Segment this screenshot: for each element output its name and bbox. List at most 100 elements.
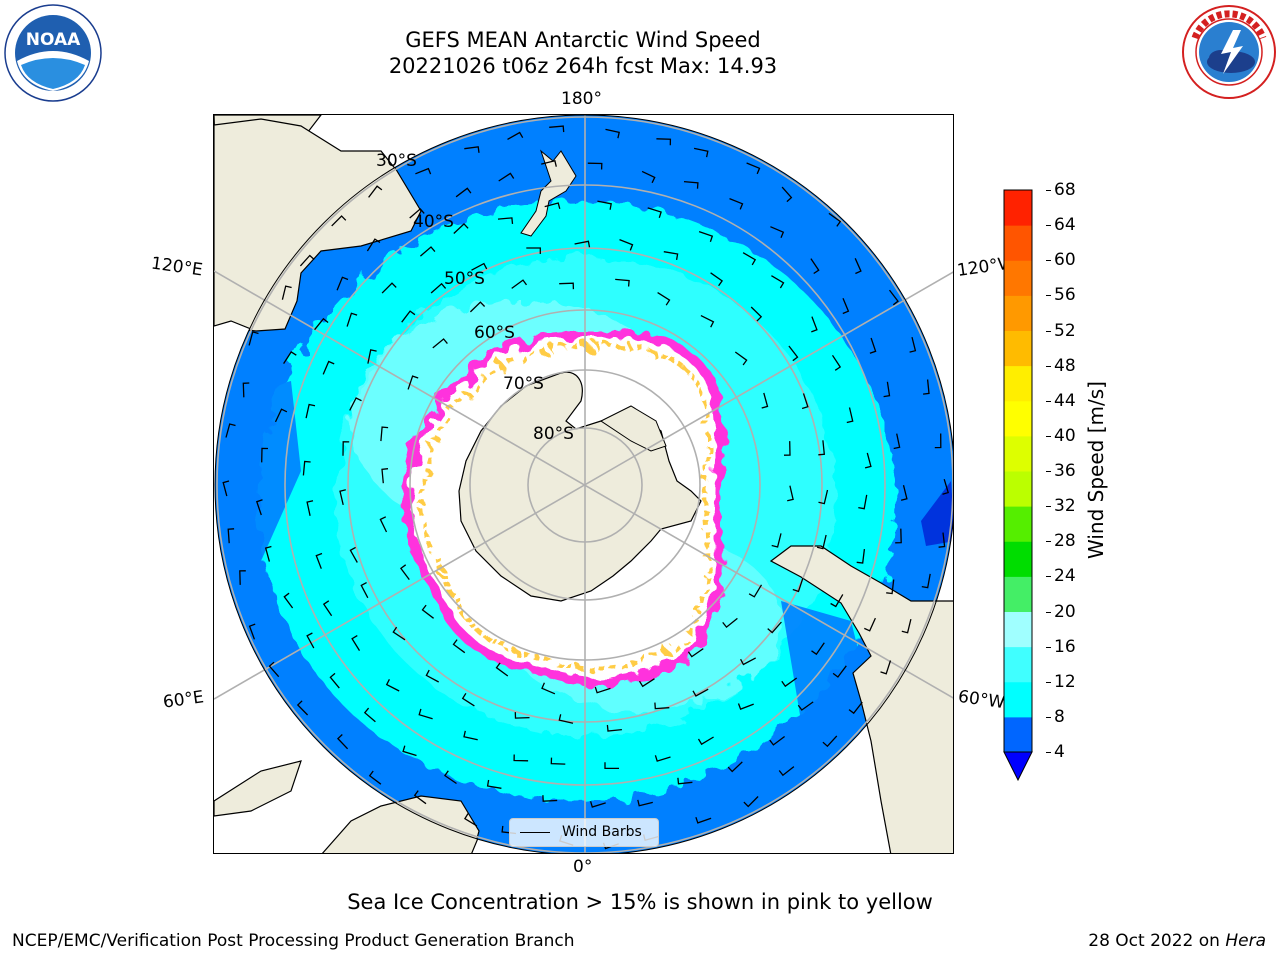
- wind-barb: [848, 701, 863, 715]
- lat-label-40s: 40°S: [413, 212, 454, 232]
- colorbar-tick-mark: [1046, 365, 1051, 367]
- wind-barb: [923, 379, 930, 395]
- legend-label: Wind Barbs: [562, 824, 642, 840]
- wind-barb: [864, 617, 876, 632]
- wind-barb: [380, 426, 389, 442]
- wind-barb: [695, 816, 712, 824]
- colorbar-tick-mark: [1046, 576, 1051, 578]
- colorbar-cell: [1004, 611, 1032, 648]
- wind-barb: [883, 381, 891, 398]
- wind-barb: [811, 316, 818, 333]
- wind-barb: [248, 623, 256, 640]
- wind-barb: [683, 180, 699, 189]
- colorbar-tick-label: 56: [1054, 285, 1076, 306]
- wind-barb: [367, 349, 377, 364]
- wind-barb: [638, 678, 655, 688]
- wind-barb: [513, 754, 529, 762]
- wind-barb: [315, 552, 323, 569]
- colorbar-tick-mark: [1046, 225, 1051, 227]
- wind-barb: [842, 298, 850, 315]
- wind-barb: [322, 360, 335, 375]
- wind-barb: [692, 688, 709, 697]
- wind-barb: [497, 217, 514, 224]
- wind-barb: [710, 272, 724, 287]
- wind-barb: [637, 799, 653, 807]
- wind-barb: [274, 408, 288, 423]
- colorbar-cell: [1004, 225, 1032, 261]
- wind-barb: [589, 801, 606, 808]
- wind-barb: [893, 433, 901, 450]
- wind-barb: [909, 336, 917, 353]
- wind-barb: [225, 423, 236, 438]
- wind-barb: [239, 570, 246, 585]
- wind-barb: [846, 407, 854, 424]
- chart-title: GEFS MEAN Antarctic Wind Speed: [405, 28, 761, 52]
- wind-barb: [360, 582, 369, 599]
- wind-barb: [331, 215, 347, 227]
- noaa-logo: NOAA: [4, 4, 102, 102]
- sea-ice-note: Sea Ice Concentration > 15% is shown in …: [347, 890, 933, 914]
- wind-barb: [264, 545, 272, 562]
- colorbar-tick-mark: [1046, 295, 1051, 297]
- wind-barb: [743, 796, 759, 808]
- wind-barb: [342, 441, 350, 456]
- wind-barb: [248, 331, 259, 346]
- wind-barb: [797, 701, 814, 711]
- colorbar-cell: [1004, 681, 1032, 718]
- wind-barb: [299, 254, 315, 267]
- wind-barb: [810, 258, 820, 275]
- wind-barb: [351, 635, 361, 651]
- wind-barb: [698, 230, 714, 243]
- wind-barb: [818, 440, 826, 456]
- wind-barb: [392, 626, 406, 641]
- wind-barb: [901, 618, 912, 634]
- wind-barb: [363, 707, 376, 723]
- wind-barb: [432, 338, 448, 349]
- wind-barb: [455, 187, 472, 198]
- colorbar-tick-label: 28: [1054, 531, 1076, 552]
- wind-barb: [381, 468, 389, 484]
- wind-barb: [558, 714, 574, 724]
- wind-barb: [818, 489, 829, 505]
- wind-barb: [255, 499, 263, 516]
- colorbar-frame: [1003, 189, 1033, 753]
- wind-barb: [761, 392, 769, 409]
- wind-barb: [464, 146, 480, 153]
- wind-barb: [750, 306, 763, 322]
- wind-barb: [379, 516, 388, 533]
- wind-barb: [729, 197, 744, 210]
- wind-barb: [858, 494, 868, 510]
- map-panel: Wind Barbs: [213, 114, 954, 854]
- colorbar-cell: [1004, 646, 1032, 683]
- lat-label-80s: 80°S: [533, 424, 574, 444]
- colorbar-under-triangle: [1003, 751, 1033, 782]
- wind-barb: [657, 292, 671, 306]
- wind-barb: [413, 790, 427, 805]
- colorbar-cell: [1004, 400, 1032, 437]
- colorbar-tick-label: 68: [1054, 180, 1076, 200]
- colorbar-cell: [1004, 260, 1032, 296]
- lat-label-60s: 60°S: [474, 323, 515, 343]
- wind-barb: [767, 621, 782, 634]
- wind-barb: [740, 657, 757, 666]
- colorbar-tick-mark: [1046, 681, 1051, 683]
- wind-barb: [283, 592, 294, 609]
- wind-barb: [900, 485, 908, 501]
- wind-barb: [828, 212, 842, 227]
- wind-barb: [811, 642, 825, 656]
- footer-date: 28 Oct 2022 on Hera: [1088, 931, 1266, 951]
- wind-barb: [306, 632, 315, 649]
- wind-barb: [541, 160, 557, 167]
- colorbar-tick-label: 60: [1054, 250, 1076, 271]
- wind-barb: [464, 813, 478, 827]
- wind-barb: [336, 734, 349, 750]
- legend-line-symbol: [520, 832, 550, 833]
- colorbar: [1003, 189, 1033, 782]
- wind-barb: [421, 604, 434, 619]
- wind-barb: [507, 131, 524, 140]
- wind-barb: [268, 661, 280, 678]
- wind-barb: [242, 382, 250, 398]
- wind-barb: [368, 770, 382, 785]
- wind-barb: [792, 577, 804, 593]
- wind-barb: [336, 276, 349, 291]
